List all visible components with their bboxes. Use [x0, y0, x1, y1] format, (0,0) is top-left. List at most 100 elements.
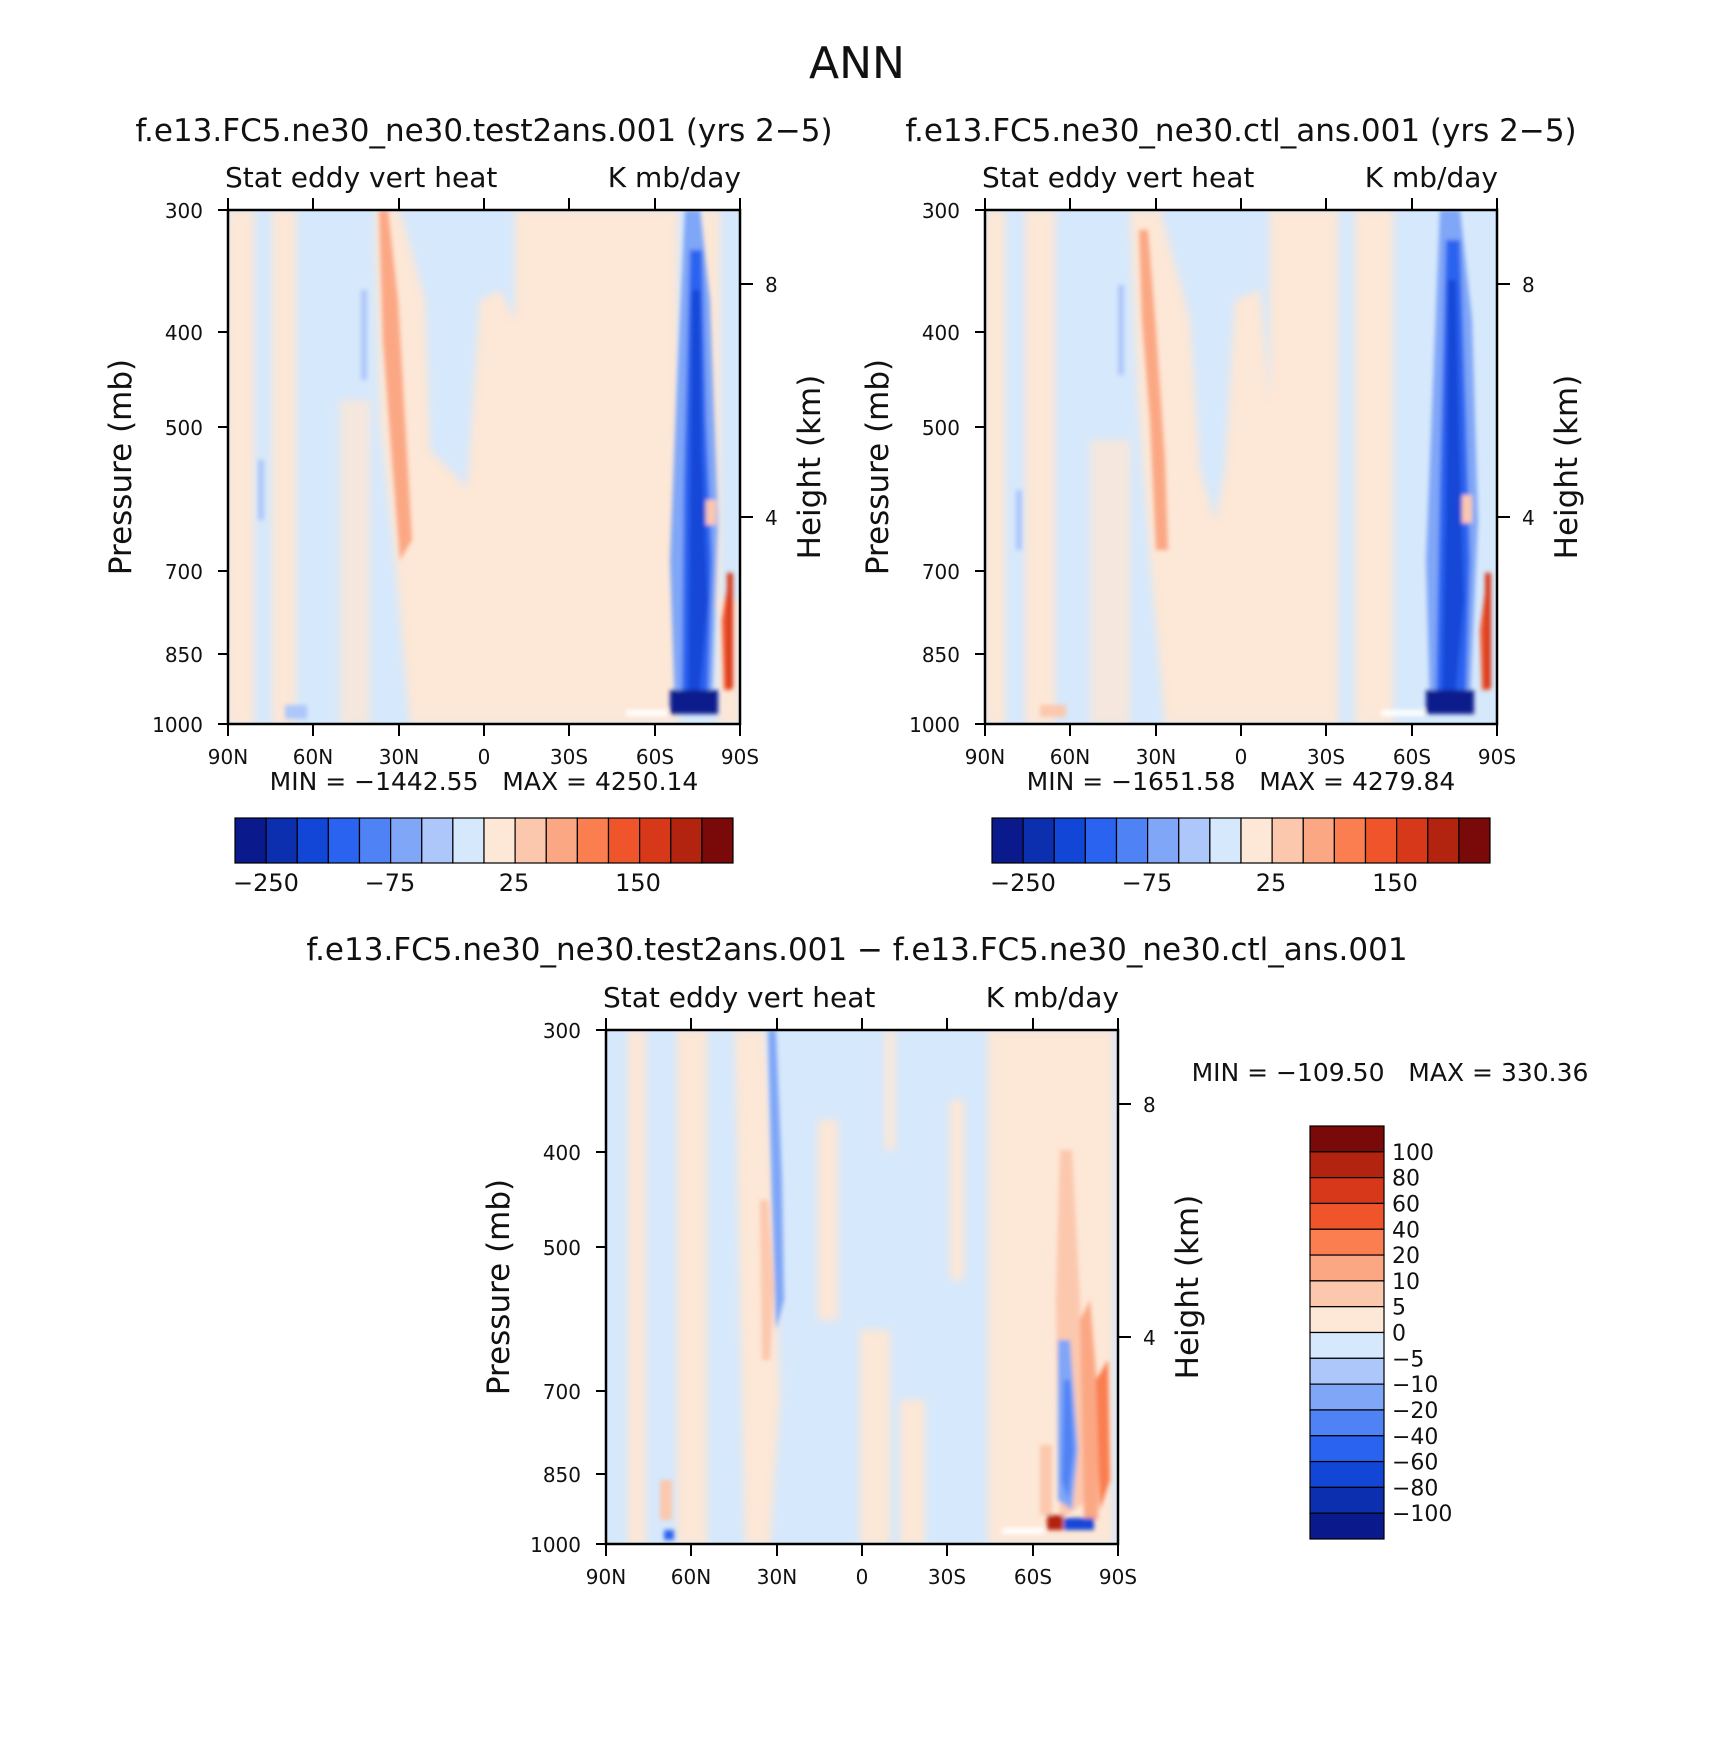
colorbar-label: 0: [1392, 1322, 1406, 1347]
y-tick-label: 1000: [909, 713, 960, 737]
field-patch: [340, 400, 370, 724]
colorbar-label: −100: [1392, 1502, 1452, 1527]
field-patch: [628, 1030, 646, 1544]
colorbar-swatch: [1333, 817, 1367, 864]
colorbar-swatch: [607, 817, 641, 864]
colorbar-label: −250: [233, 869, 299, 897]
y-tick-label: 400: [165, 321, 203, 345]
colorbar-label: −75: [1122, 869, 1173, 897]
heatmap-field: [228, 210, 740, 724]
field-patch: [272, 210, 296, 724]
y-tick-label: 500: [922, 416, 960, 440]
y-tick-label: 1000: [152, 713, 203, 737]
x-tick-label: 90S: [1478, 745, 1516, 769]
field-patch: [1002, 1528, 1044, 1534]
y-tick-label: 300: [543, 1019, 581, 1043]
field-patch: [1270, 210, 1338, 724]
field-patch: [1090, 440, 1130, 724]
colorbar-label: 25: [499, 869, 530, 897]
colorbar-label: −10: [1392, 1373, 1438, 1398]
min-max-label: MIN = −109.50 MAX = 330.36: [1192, 1058, 1589, 1087]
field-patch: [1139, 230, 1168, 550]
y-tick-label: 400: [543, 1141, 581, 1165]
field-patch: [1462, 495, 1472, 523]
x-tick-label: 30N: [757, 1565, 797, 1589]
pressure-axis: 300 400 500 700 850 1000 Pressure (mb): [103, 199, 228, 737]
colorbar-abs: [991, 817, 1491, 864]
x-tick-label: 90N: [965, 745, 1005, 769]
latitude-axis: 90N 60N 30N 0 30S 60S 90S: [586, 1018, 1137, 1589]
field-patch: [1025, 210, 1055, 724]
min-max-label: MIN = −1651.58 MAX = 4279.84: [1027, 767, 1456, 796]
colorbar-swatch: [1178, 817, 1211, 864]
colorbar-swatch: [1309, 1125, 1385, 1153]
colorbar-swatch: [1458, 817, 1491, 864]
colorbar-label: 40: [1392, 1218, 1420, 1243]
field-patch: [626, 710, 668, 716]
colorbar-swatch: [576, 817, 610, 864]
y-tick-label: 700: [165, 560, 203, 584]
field-patch: [1426, 690, 1474, 714]
colorbar-label: 20: [1392, 1244, 1420, 1269]
colorbar-swatch: [1084, 817, 1118, 864]
colorbar-swatch: [358, 817, 392, 864]
field-patch: [1442, 280, 1464, 690]
field-patch: [688, 290, 708, 690]
field-patch: [900, 1400, 925, 1544]
colorbar-swatch: [1364, 817, 1398, 864]
field-patch: [1096, 1360, 1110, 1510]
colorbar-label: −20: [1392, 1399, 1438, 1424]
panel-left-label: Stat eddy vert heat: [225, 161, 497, 194]
panel-left-label: Stat eddy vert heat: [982, 161, 1254, 194]
x-tick-label: 60N: [1050, 745, 1090, 769]
field-patch: [618, 210, 678, 724]
colorbar-label: −75: [365, 869, 416, 897]
colorbar-swatch: [1309, 1383, 1385, 1411]
colorbar-label: 60: [1392, 1192, 1420, 1217]
colorbar-swatch: [639, 817, 672, 864]
y-axis-label: Pressure (mb): [860, 359, 896, 575]
panel-right-label: K mb/day: [986, 981, 1119, 1014]
y-tick-label: 700: [922, 560, 960, 584]
field-patch: [664, 1530, 674, 1540]
colorbar-swatch: [1309, 1254, 1385, 1282]
x-tick-label: 0: [478, 745, 491, 769]
heatmap-field: [985, 210, 1497, 724]
y-tick-label: 1000: [530, 1533, 581, 1557]
colorbar-swatch: [1302, 817, 1335, 864]
colorbar-diff: [1309, 1125, 1385, 1540]
field-patch: [379, 210, 412, 560]
y-tick-label: 500: [165, 416, 203, 440]
field-patch: [1064, 1518, 1094, 1530]
field-patch: [515, 210, 620, 724]
colorbar-swatch: [701, 817, 734, 864]
y2-tick-label: 4: [765, 506, 778, 530]
colorbar-swatch: [670, 817, 703, 864]
latitude-axis: 90N 60N 30N 0 30S 60S 90S: [965, 198, 1516, 769]
y-tick-label: 400: [922, 321, 960, 345]
y2-tick-label: 8: [1143, 1093, 1156, 1117]
y-tick-label: 850: [165, 643, 203, 667]
field-patch: [985, 210, 1005, 724]
pressure-axis: 300 400 500 700 850 1000 Pressure (mb): [860, 199, 985, 737]
colorbar-label: −80: [1392, 1476, 1438, 1501]
field-patch: [860, 1330, 890, 1544]
x-tick-label: 60S: [1014, 1565, 1052, 1589]
colorbar-swatch: [991, 817, 1024, 864]
latitude-axis: 90N 60N 30N 0 30S 60S 90S: [208, 198, 759, 769]
x-tick-label: 60N: [293, 745, 333, 769]
field-patch: [1200, 290, 1290, 724]
field-patch: [1040, 705, 1066, 717]
colorbar-swatch: [1309, 1512, 1385, 1540]
panel-right-label: K mb/day: [1365, 161, 1498, 194]
field-patch: [1016, 490, 1022, 550]
field-patch: [1485, 573, 1491, 688]
colorbar-swatch: [483, 817, 516, 864]
panel-test: f.e13.FC5.ne30_ne30.test2ans.001 (yrs 2−…: [103, 113, 833, 897]
panel-ctl: f.e13.FC5.ne30_ne30.ctl_ans.001 (yrs 2−5…: [860, 113, 1585, 897]
colorbar-label: −250: [990, 869, 1056, 897]
height-axis: 8 4 Height (km): [1118, 1093, 1206, 1379]
x-tick-label: 0: [856, 1565, 869, 1589]
y-tick-label: 850: [922, 643, 960, 667]
y2-tick-label: 8: [765, 273, 778, 297]
